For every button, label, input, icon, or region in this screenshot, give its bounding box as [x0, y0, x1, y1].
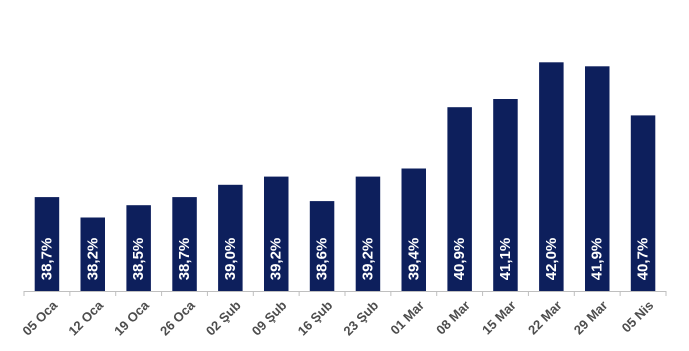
- bar-23-şub: [355, 176, 381, 291]
- bar-09-şub: [264, 176, 289, 291]
- bar-02-şub: [218, 184, 243, 291]
- x-tick-label: 09 Şub: [249, 298, 290, 339]
- value-label: 39,4%: [405, 238, 422, 281]
- value-label: 40,9%: [451, 238, 468, 281]
- value-label: 38,2%: [84, 238, 101, 281]
- x-tick-label: 01 Mar: [387, 298, 427, 338]
- x-tick-label: 05 Oca: [19, 297, 60, 338]
- bars-group: [34, 62, 656, 292]
- x-tick-label: 26 Oca: [157, 297, 198, 338]
- value-label: 42,0%: [543, 238, 560, 281]
- x-tick-label: 23 Şub: [340, 298, 381, 339]
- x-tick-label: 29 Mar: [571, 298, 611, 338]
- value-label: 41,9%: [589, 238, 606, 281]
- x-tick-label: 16 Şub: [295, 298, 336, 339]
- value-labels-group: 38,7% 38,2% 38,5% 38,7% 39,0% 39,2% 38,6% 39,2%…: [38, 238, 651, 281]
- bar-01-mar: [401, 168, 426, 291]
- bar-22-mar: [539, 62, 564, 291]
- bar-16-şub: [309, 201, 335, 291]
- bar-05-nis: [630, 115, 656, 292]
- x-tick-label: 08 Mar: [433, 298, 473, 338]
- x-tick-label: 22 Mar: [525, 298, 565, 338]
- x-tick-label: 05 Nis: [619, 298, 657, 336]
- bar-08-mar: [447, 107, 472, 291]
- value-label: 39,0%: [222, 238, 239, 281]
- x-tick-labels-group: 05 Oca 12 Oca 19 Oca 26 Oca 02 Şub 09 Şub 16 Ş…: [19, 291, 667, 339]
- value-label: 40,7%: [635, 238, 652, 281]
- bar-12-oca: [80, 217, 105, 291]
- value-label: 39,2%: [268, 238, 285, 281]
- bar-15-mar: [493, 99, 518, 291]
- value-label: 38,6%: [314, 238, 331, 281]
- value-label: 38,5%: [130, 238, 147, 281]
- bar-26-oca: [172, 197, 197, 291]
- value-label: 38,7%: [176, 238, 193, 281]
- x-tick-label: 12 Oca: [65, 297, 106, 338]
- x-tick-label: 02 Şub: [203, 298, 244, 339]
- value-label: 41,1%: [497, 238, 514, 281]
- value-label: 38,7%: [38, 238, 55, 281]
- bar-05-oca: [34, 197, 60, 291]
- x-tick-label: 19 Oca: [111, 297, 152, 338]
- value-label: 39,2%: [359, 238, 376, 281]
- x-tick-label: 15 Mar: [479, 298, 519, 338]
- bar-29-mar: [585, 66, 610, 291]
- bar-19-oca: [126, 205, 151, 291]
